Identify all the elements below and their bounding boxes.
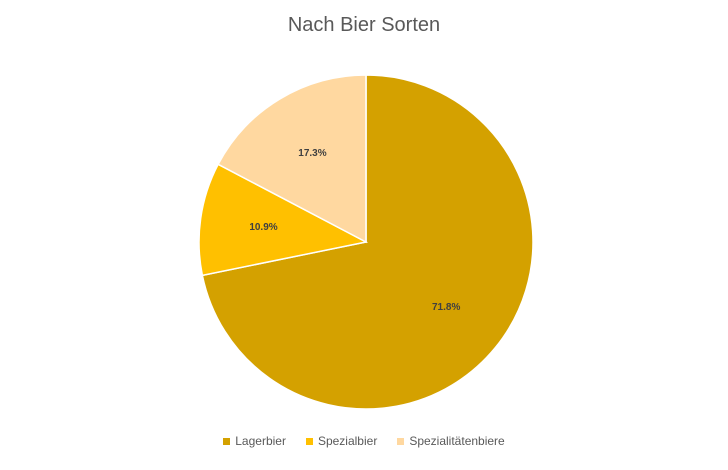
legend-item-spezialbier: Spezialbier: [305, 434, 378, 448]
legend-label-lagerbier: Lagerbier: [235, 434, 286, 448]
slice-spezialbier: [198, 163, 369, 277]
legend-swatch-spezialitaetenbiere: [397, 437, 405, 445]
chart-legend: Lagerbier Spezialbier Spezialitätenbiere: [0, 434, 728, 448]
slice-spezialitaetenbiere: [217, 74, 367, 244]
legend-item-spezialitaetenbiere: Spezialitätenbiere: [397, 434, 505, 448]
legend-label-spezialbier: Spezialbier: [317, 434, 378, 448]
data-label-lagerbier: 71.8%: [432, 302, 460, 313]
legend-item-lagerbier: Lagerbier: [223, 434, 286, 448]
legend-label-spezialitaetenbiere: Spezialitätenbiere: [409, 434, 505, 448]
data-label-spezialbier: 10.9%: [249, 222, 277, 233]
chart-title: Nach Bier Sorten: [287, 14, 441, 36]
slice-lagerbier: [201, 74, 534, 410]
legend-swatch-lagerbier: [223, 437, 231, 445]
legend-swatch-spezialbier: [305, 437, 313, 445]
data-label-spezialitaetenbiere: 17.3%: [298, 148, 326, 159]
